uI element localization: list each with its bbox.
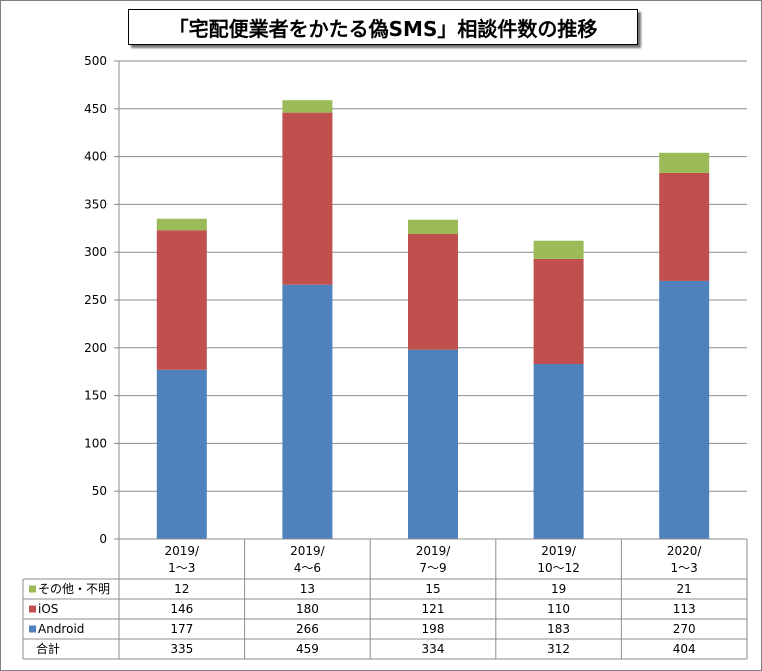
bar-segment	[156, 230, 207, 370]
y-tick-label: 400	[84, 150, 107, 164]
data-label: 146	[170, 602, 193, 616]
bar-segment	[659, 280, 710, 539]
x-tick-label: 2019/	[416, 544, 452, 558]
legend-label: Android	[38, 622, 84, 636]
y-tick-label: 0	[99, 532, 107, 546]
x-tick-label: 1～3	[168, 561, 195, 575]
data-label: 177	[170, 622, 193, 636]
legend-key	[29, 585, 36, 593]
data-label: 110	[547, 602, 570, 616]
y-tick-label: 450	[84, 102, 107, 116]
bar-segment	[533, 364, 584, 539]
y-tick-label: 250	[84, 293, 107, 307]
x-tick-label: 1～3	[671, 561, 698, 575]
bar-segment	[282, 112, 333, 285]
data-label: 19	[551, 582, 566, 596]
legend-key	[29, 605, 36, 613]
legend-label: iOS	[38, 602, 58, 616]
data-label: 180	[296, 602, 319, 616]
data-label: 12	[174, 582, 189, 596]
bar-segment	[659, 172, 710, 281]
bar-segment	[156, 218, 207, 231]
data-label: 198	[422, 622, 445, 636]
y-tick-label: 100	[84, 436, 107, 450]
bar-segment	[533, 258, 584, 365]
data-label: 13	[300, 582, 315, 596]
bar-segment	[533, 240, 584, 259]
bar-segment	[408, 349, 458, 539]
legend-key	[29, 625, 36, 633]
bar-segment	[282, 284, 333, 539]
total-label: 312	[547, 642, 570, 656]
data-label: 266	[296, 622, 319, 636]
total-label: 334	[422, 642, 445, 656]
x-tick-label: 7～9	[419, 561, 446, 575]
data-label: 270	[673, 622, 696, 636]
y-tick-label: 50	[92, 484, 107, 498]
total-label: 404	[673, 642, 696, 656]
y-tick-label: 300	[84, 245, 107, 259]
x-tick-label: 4～6	[294, 561, 321, 575]
y-tick-label: 150	[84, 389, 107, 403]
total-label: 335	[170, 642, 193, 656]
legend-label: その他・不明	[38, 582, 110, 596]
data-label: 113	[673, 602, 696, 616]
x-tick-label: 2019/	[290, 544, 326, 558]
bar-segment	[282, 100, 333, 113]
data-label: 21	[677, 582, 692, 596]
chart-title: 「宅配便業者をかたる偽SMS」相談件数の推移	[128, 9, 638, 45]
data-label: 183	[547, 622, 570, 636]
total-row-label: 合計	[36, 641, 60, 656]
bar-segment	[408, 234, 458, 350]
y-tick-label: 200	[84, 341, 107, 355]
x-tick-label: 2019/	[165, 544, 201, 558]
y-tick-label: 350	[84, 197, 107, 211]
x-tick-label: 2019/	[541, 544, 577, 558]
bar-segment	[156, 369, 207, 539]
data-label: 121	[422, 602, 445, 616]
total-label: 459	[296, 642, 319, 656]
data-label: 15	[425, 582, 440, 596]
bar-segment	[659, 152, 710, 173]
x-tick-label: 10～12	[537, 561, 580, 575]
x-tick-label: 2020/	[667, 544, 703, 558]
y-tick-label: 500	[84, 54, 107, 68]
bar-segment	[408, 219, 458, 235]
